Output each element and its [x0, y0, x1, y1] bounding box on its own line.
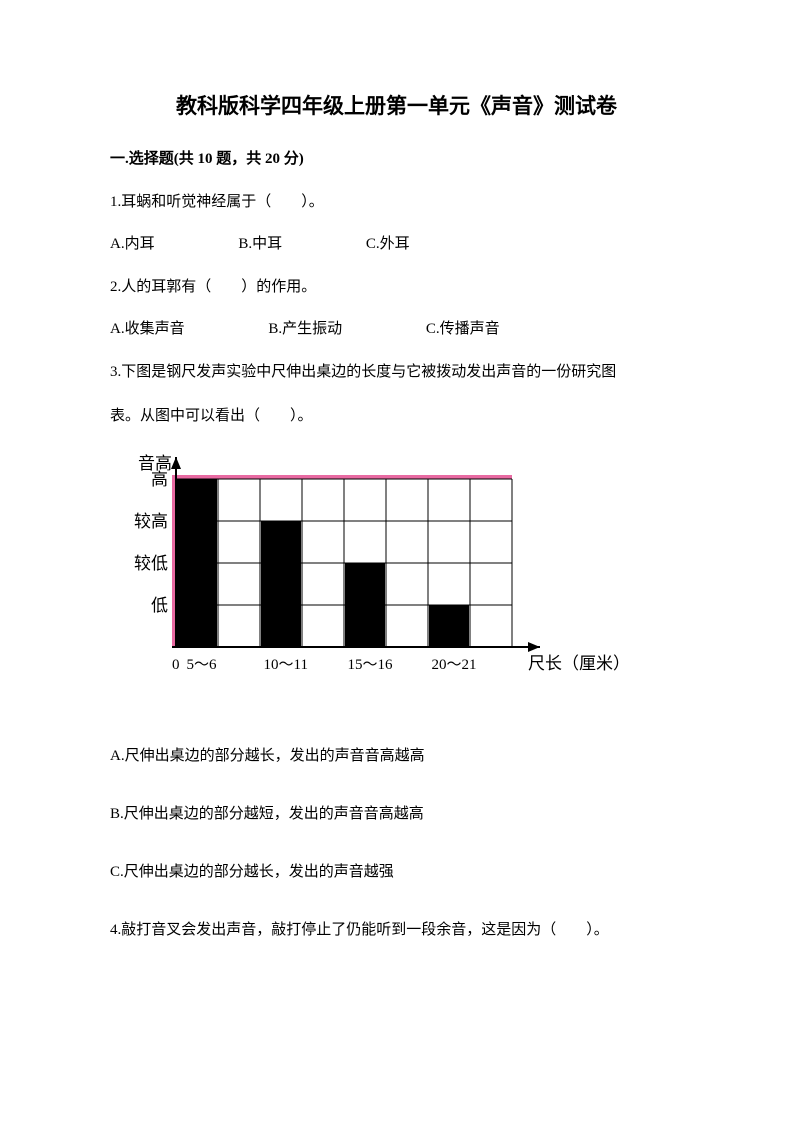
q2-option-a: A.收集声音 [110, 316, 185, 343]
q2-text: 2.人的耳郭有（ ）的作用。 [110, 272, 683, 302]
q3-text-line1: 3.下图是钢尺发声实验中尺伸出桌边的长度与它被拨动发出声音的一份研究图 [110, 357, 683, 387]
svg-text:20～21: 20～21 [432, 657, 477, 673]
svg-text:0: 0 [172, 657, 180, 673]
q3-option-c: C.尺伸出桌边的部分越长，发出的声音越强 [110, 857, 683, 887]
svg-text:低: 低 [151, 596, 168, 615]
page-title: 教科版科学四年级上册第一单元《声音》测试卷 [110, 88, 683, 126]
q3-text-line2: 表。从图中可以看出（ ）。 [110, 401, 683, 431]
q1-option-b: B.中耳 [238, 231, 282, 258]
q2-option-c: C.传播声音 [426, 316, 500, 343]
q2-option-b: B.产生振动 [268, 316, 342, 343]
svg-text:较高: 较高 [134, 512, 168, 531]
q3-option-b: B.尺伸出桌边的部分越短，发出的声音音高越高 [110, 799, 683, 829]
q1-options: A.内耳 B.中耳 C.外耳 [110, 231, 683, 258]
chart-container: 音高高较高较低低05～610～1115～1620～21尺长（厘米） [120, 451, 683, 711]
svg-text:较低: 较低 [134, 554, 168, 573]
q3-option-a: A.尺伸出桌边的部分越长，发出的声音音高越高 [110, 741, 683, 771]
q1-text: 1.耳蜗和听觉神经属于（ ）。 [110, 187, 683, 217]
svg-text:5～6: 5～6 [187, 657, 218, 673]
svg-text:尺长（厘米）: 尺长（厘米） [528, 654, 630, 673]
svg-text:10～11: 10～11 [264, 657, 308, 673]
svg-text:高: 高 [151, 470, 168, 489]
q2-options: A.收集声音 B.产生振动 C.传播声音 [110, 316, 683, 343]
q4-text: 4.敲打音叉会发出声音，敲打停止了仍能听到一段余音，这是因为（ ）。 [110, 915, 683, 945]
svg-text:15～16: 15～16 [348, 657, 394, 673]
bar-chart: 音高高较高较低低05～610～1115～1620～21尺长（厘米） [120, 451, 660, 711]
q1-option-a: A.内耳 [110, 231, 155, 258]
q1-option-c: C.外耳 [366, 231, 410, 258]
section-header: 一.选择题(共 10 题，共 20 分) [110, 146, 683, 173]
